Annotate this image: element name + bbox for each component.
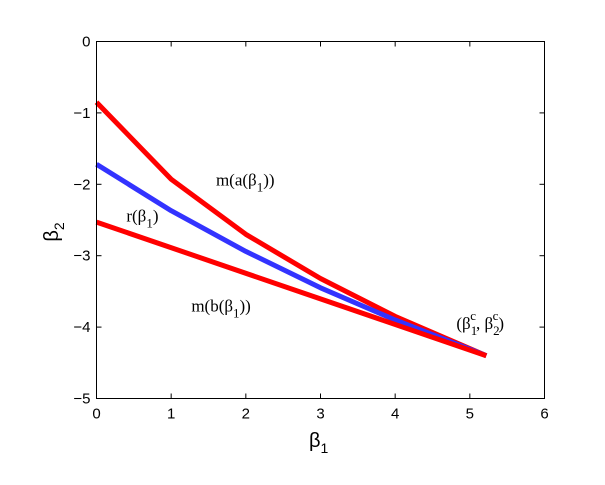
annotation-2: r(β1)	[126, 206, 158, 230]
y-tick-label-1: −1	[73, 105, 90, 122]
x-tick-label-4: 4	[391, 406, 399, 423]
y-tick-label-4: −4	[73, 319, 90, 336]
x-tick-label-6: 6	[540, 406, 548, 423]
x-axis-label: β1	[309, 430, 329, 456]
annotation-1: m(a(β1))	[216, 171, 275, 195]
y-tick-label-5: −5	[73, 391, 90, 408]
plot-lines	[94, 100, 488, 359]
annotation-4: (β1c, β2c)	[456, 308, 504, 338]
series-line-3	[95, 219, 488, 359]
y-tick-label-3: −3	[73, 248, 90, 265]
plot-frame	[96, 41, 545, 399]
annotation-3: m(b(β1))	[191, 296, 251, 320]
x-tick-label-3: 3	[316, 406, 324, 423]
y-tick-label-0: 0	[82, 34, 90, 51]
x-tick-label-0: 0	[92, 406, 100, 423]
annotations: m(a(β1)) r(β1) m(b(β1)) (β1c, β2c)	[126, 171, 504, 339]
y-tick-label-2: −2	[73, 176, 90, 193]
y-axis-label: β2	[41, 222, 67, 242]
x-tick-label-2: 2	[242, 406, 250, 423]
x-tick-label-5: 5	[466, 406, 474, 423]
series-line-2	[95, 162, 488, 359]
x-tick-label-1: 1	[167, 406, 175, 423]
series-line-1	[94, 100, 488, 358]
axis-ticks	[96, 41, 545, 399]
tick-labels: 0 1 2 3 4 5 6 0 −1 −2 −3 −4 −5	[73, 34, 548, 423]
